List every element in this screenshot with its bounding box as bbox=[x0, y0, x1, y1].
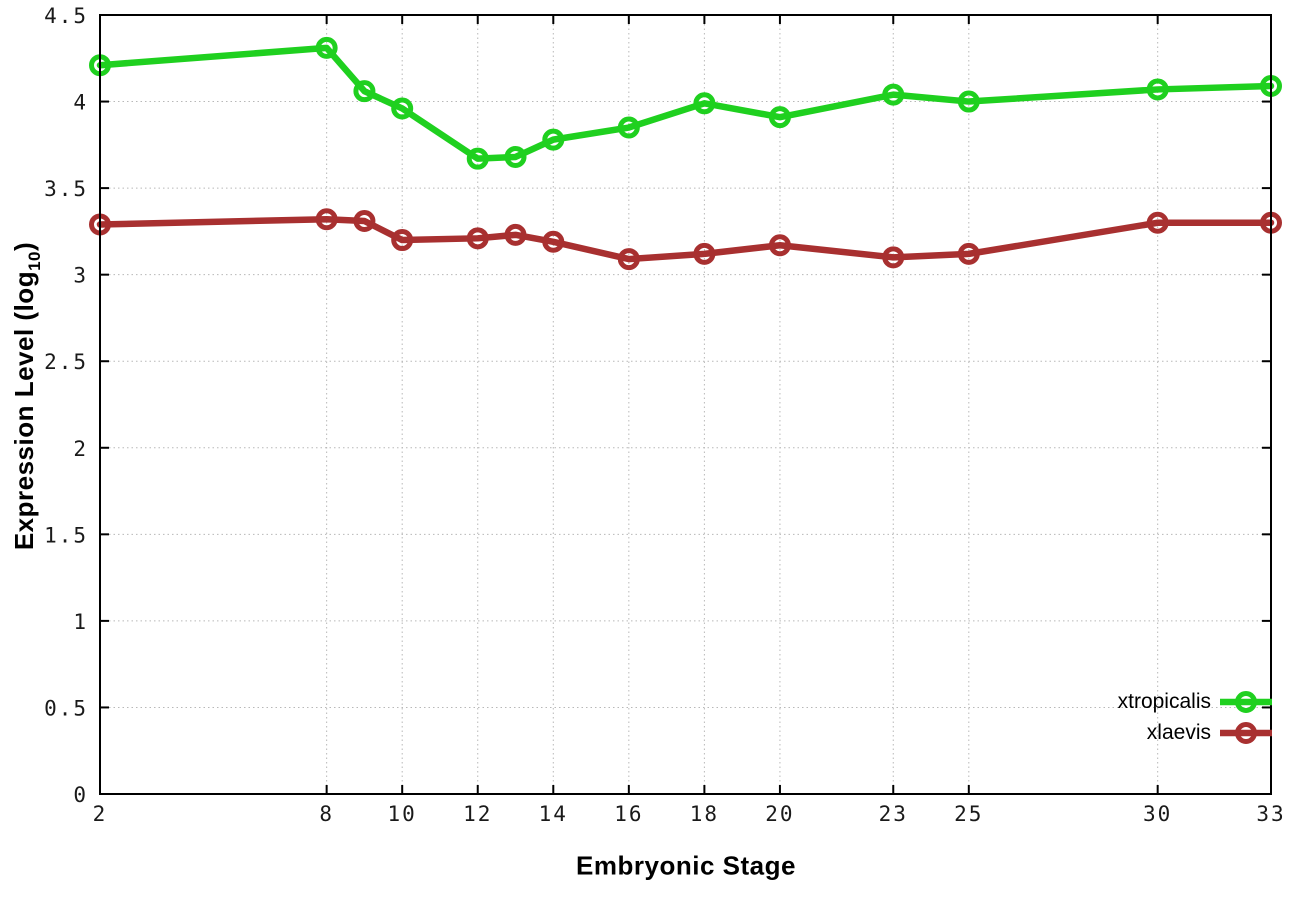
y-tick-label: 1 bbox=[73, 610, 88, 634]
legend-marker-xlaevis bbox=[1220, 721, 1272, 744]
y-tick-label: 4 bbox=[73, 91, 88, 115]
axis-ticks bbox=[99, 14, 1272, 795]
y-tick-label: 1.5 bbox=[44, 523, 88, 547]
data-point-xtropicalis bbox=[542, 128, 565, 151]
legend-sample-point bbox=[1235, 721, 1257, 744]
y-axis-title-text: Expression Level (log bbox=[9, 270, 39, 551]
plot-border bbox=[99, 14, 1272, 795]
x-tick-label: 25 bbox=[954, 802, 983, 826]
grid bbox=[99, 14, 1272, 795]
tick-labels: 2 8 10 12 14 16 18 20 23 25 30 33 0 0.5 1 1.5 2 2.5 3 3.5 4 4… bbox=[44, 4, 1285, 826]
data-point-xlaevis bbox=[882, 246, 905, 269]
data-point-xtropicalis bbox=[693, 92, 716, 115]
data-point-xtropicalis bbox=[315, 36, 338, 59]
data-point-xlaevis bbox=[504, 223, 527, 246]
x-tick-label: 16 bbox=[614, 802, 643, 826]
legend-item-xlaevis: xlaevis bbox=[1147, 717, 1272, 748]
legend: xtropicalis xlaevis bbox=[1118, 686, 1272, 748]
x-tick-label: 20 bbox=[765, 802, 794, 826]
series-xlaevis bbox=[89, 208, 1282, 271]
x-axis-title: Embryonic Stage bbox=[576, 850, 796, 881]
data-point-xlaevis bbox=[768, 234, 791, 257]
data-point-xtropicalis bbox=[617, 116, 640, 139]
y-axis-title-close: ) bbox=[9, 241, 39, 251]
data-point-xtropicalis bbox=[768, 106, 791, 129]
data-point-xlaevis bbox=[957, 242, 980, 265]
x-tick-label: 18 bbox=[690, 802, 719, 826]
y-tick-label: 0.5 bbox=[44, 696, 88, 720]
x-tick-label: 8 bbox=[319, 802, 334, 826]
y-tick-label: 3.5 bbox=[44, 177, 88, 201]
data-point-xlaevis bbox=[542, 230, 565, 253]
data-point-xtropicalis bbox=[466, 147, 489, 170]
y-tick-label: 4.5 bbox=[44, 4, 88, 28]
data-point-xlaevis bbox=[466, 227, 489, 250]
x-tick-label: 14 bbox=[539, 802, 568, 826]
data-point-xlaevis bbox=[617, 248, 640, 271]
data-point-xtropicalis bbox=[504, 145, 527, 168]
data-point-xlaevis bbox=[391, 229, 414, 252]
x-tick-label: 2 bbox=[93, 802, 108, 826]
data-point-xtropicalis bbox=[353, 80, 376, 103]
legend-label: xtropicalis bbox=[1117, 689, 1211, 713]
data-point-xlaevis bbox=[315, 208, 338, 231]
legend-label: xlaevis bbox=[1146, 720, 1211, 744]
legend-sample-point bbox=[1235, 690, 1257, 713]
data-point-xlaevis bbox=[353, 210, 376, 233]
series-line-xtropicalis bbox=[96, 44, 1275, 162]
x-tick-label: 33 bbox=[1256, 802, 1285, 826]
y-tick-label: 2.5 bbox=[44, 350, 88, 374]
series-line-xlaevis bbox=[96, 216, 1275, 263]
y-axis-title-subscript: 10 bbox=[25, 251, 44, 271]
data-point-xlaevis bbox=[1146, 211, 1169, 234]
data-point-xtropicalis bbox=[1146, 78, 1169, 101]
legend-marker-xtropicalis bbox=[1220, 690, 1272, 713]
y-tick-label: 0 bbox=[73, 783, 88, 807]
legend-item-xtropicalis: xtropicalis bbox=[1118, 686, 1272, 717]
x-tick-label: 23 bbox=[879, 802, 908, 826]
data-point-xlaevis bbox=[693, 242, 716, 265]
x-tick-label: 30 bbox=[1143, 802, 1172, 826]
y-tick-label: 2 bbox=[73, 437, 88, 461]
data-point-xtropicalis bbox=[391, 97, 414, 120]
series-xtropicalis bbox=[89, 36, 1282, 170]
y-axis-title: Expression Level (log10) bbox=[9, 242, 45, 550]
data-point-xtropicalis bbox=[882, 83, 905, 106]
y-tick-label: 3 bbox=[73, 264, 88, 288]
data-point-xtropicalis bbox=[957, 90, 980, 113]
x-tick-label: 10 bbox=[388, 802, 417, 826]
x-tick-label: 12 bbox=[463, 802, 492, 826]
